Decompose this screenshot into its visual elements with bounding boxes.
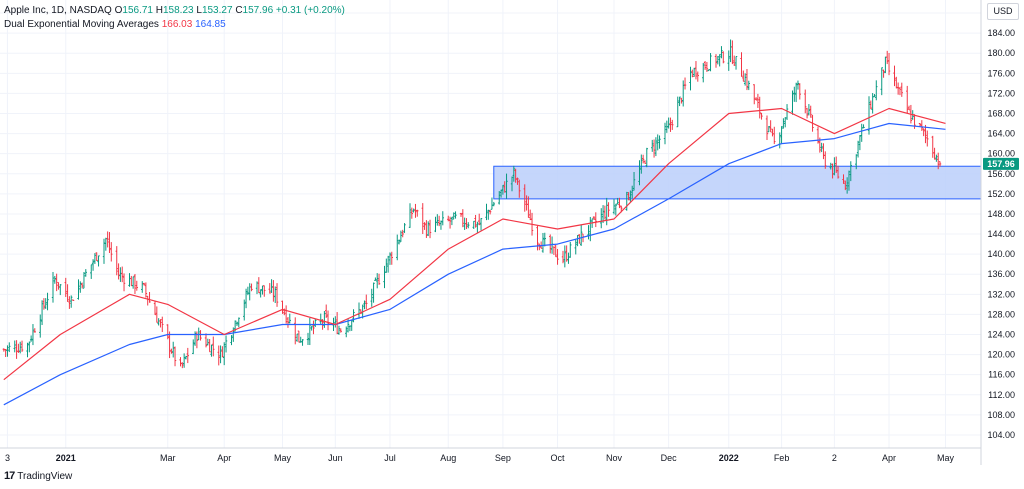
ema-slow-value: 164.85 <box>195 19 226 30</box>
currency-button[interactable]: USD <box>987 3 1019 20</box>
ema-fast-value: 166.03 <box>161 19 193 30</box>
ema-fast-line <box>3 107 946 381</box>
price-tick-label: 144.00 <box>987 229 1015 239</box>
price-tick-label: 104.00 <box>987 430 1015 440</box>
close-value: 157.96 <box>242 5 274 16</box>
price-tick-label: 140.00 <box>987 249 1015 259</box>
price-tick-label: 108.00 <box>987 410 1015 420</box>
tradingview-branding[interactable]: 17 TradingView <box>4 470 72 482</box>
time-tick-label: May <box>274 453 292 463</box>
time-tick-label: Apr <box>882 453 896 463</box>
price-tick-label: 164.00 <box>987 129 1015 139</box>
last-price-tag: 157.96 <box>983 157 1019 170</box>
price-tick-label: 112.00 <box>988 390 1015 400</box>
time-tick-label: Feb <box>774 453 790 463</box>
change-value: +0.31 (+0.20%) <box>275 5 345 16</box>
price-tick-label: 156.00 <box>987 169 1015 179</box>
time-tick-label: Dec <box>661 453 678 463</box>
moving-averages <box>3 107 946 406</box>
price-tick-label: 184.00 <box>987 28 1015 38</box>
price-tick-label: 160.00 <box>987 149 1015 159</box>
high-label: H <box>155 5 163 16</box>
open-value: 156.71 <box>122 5 153 16</box>
legend-indicator-row[interactable]: Dual Exponential Moving Averages 166.03 … <box>4 18 345 32</box>
price-tick-label: 132.00 <box>987 289 1015 299</box>
price-tick-label: 128.00 <box>987 309 1015 319</box>
price-tick-label: 172.00 <box>987 88 1015 98</box>
price-tick-label: 152.00 <box>987 189 1015 199</box>
chart-legend: Apple Inc, 1D, NASDAQ O156.71 H158.23 L1… <box>4 4 345 32</box>
close-label: C <box>235 5 243 16</box>
time-tick-label: 2 <box>832 453 837 463</box>
ema-slow-line <box>3 122 946 406</box>
time-tick-label: May <box>937 453 955 463</box>
high-value: 158.23 <box>163 5 194 16</box>
price-tick-label: 120.00 <box>987 350 1015 360</box>
low-value: 153.27 <box>201 5 233 16</box>
price-tick-label: 148.00 <box>987 209 1015 219</box>
time-tick-label: 3 <box>5 453 10 463</box>
last-price-tag-bg <box>983 157 1019 170</box>
support-zone <box>493 165 982 200</box>
time-tick-label: Mar <box>160 453 176 463</box>
time-tick-label: Aug <box>440 453 456 463</box>
time-tick-label: Jul <box>384 453 396 463</box>
price-tick-label: 124.00 <box>987 330 1015 340</box>
time-tick-label: Apr <box>217 453 231 463</box>
price-tick-label: 176.00 <box>987 68 1015 78</box>
price-tick-label: 168.00 <box>987 109 1015 119</box>
low-label: L <box>196 5 202 16</box>
time-tick-label: Nov <box>606 453 623 463</box>
price-tick-label: 136.00 <box>987 269 1015 279</box>
time-tick-label: Sep <box>495 453 511 463</box>
tradingview-logo-icon: 17 <box>4 470 15 482</box>
open-label: O <box>114 5 123 16</box>
gridlines <box>0 0 981 448</box>
time-tick-label: Jun <box>328 453 343 463</box>
time-tick-label: 2021 <box>56 453 76 463</box>
time-tick-label: Oct <box>551 453 566 463</box>
price-tick-label: 116.00 <box>988 370 1015 380</box>
symbol-title[interactable]: Apple Inc, 1D, NASDAQ <box>4 5 112 16</box>
price-tick-label: 180.00 <box>987 48 1015 58</box>
time-tick-label: 2022 <box>719 453 739 463</box>
last-price-tag-text: 157.96 <box>987 159 1015 169</box>
tradingview-brand: TradingView <box>17 470 73 482</box>
time-axis[interactable]: 3 2021 Mar Apr May Jun Jul Aug Sep Oct Nov Dec 2022 F… <box>5 453 955 463</box>
support-zone-rect <box>493 165 982 200</box>
indicator-name[interactable]: Dual Exponential Moving Averages <box>4 19 159 30</box>
legend-ohlc-row: Apple Inc, 1D, NASDAQ O156.71 H158.23 L1… <box>4 4 345 18</box>
candlesticks <box>2 39 942 369</box>
